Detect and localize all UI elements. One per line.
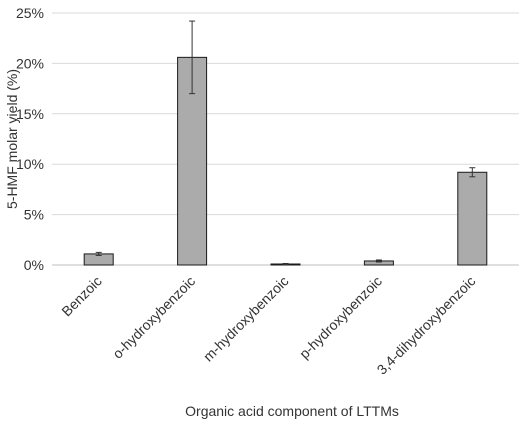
x-axis-title: Organic acid component of LTTMs bbox=[185, 403, 399, 419]
x-tick-label: 3,4-dihydroxybenzoic bbox=[374, 273, 479, 378]
gridlines bbox=[52, 12, 519, 266]
bars bbox=[83, 56, 488, 266]
x-tick-label: m-hydroxybenzoic bbox=[200, 273, 292, 365]
y-tick-label: 20% bbox=[16, 55, 44, 71]
bar bbox=[457, 171, 488, 266]
error-bars bbox=[95, 20, 476, 265]
y-axis-title: 5-HMF molar yield (%) bbox=[4, 69, 20, 209]
y-tick-label: 15% bbox=[16, 106, 44, 122]
y-tick-labels: 0% 5% 10% 15% 20% 25% bbox=[16, 5, 44, 273]
x-tick-label: Benzoic bbox=[58, 273, 105, 320]
x-tick-label: p-hydroxybenzoic bbox=[296, 273, 385, 362]
x-tick-label: o-hydroxybenzoic bbox=[109, 273, 198, 362]
y-tick-label: 10% bbox=[16, 156, 44, 172]
y-tick-label: 0% bbox=[24, 257, 44, 273]
y-tick-label: 5% bbox=[24, 207, 44, 223]
x-tick-labels: Benzoic o-hydroxybenzoic m-hydroxybenzoic p… bbox=[58, 273, 478, 378]
y-tick-label: 25% bbox=[16, 5, 44, 21]
